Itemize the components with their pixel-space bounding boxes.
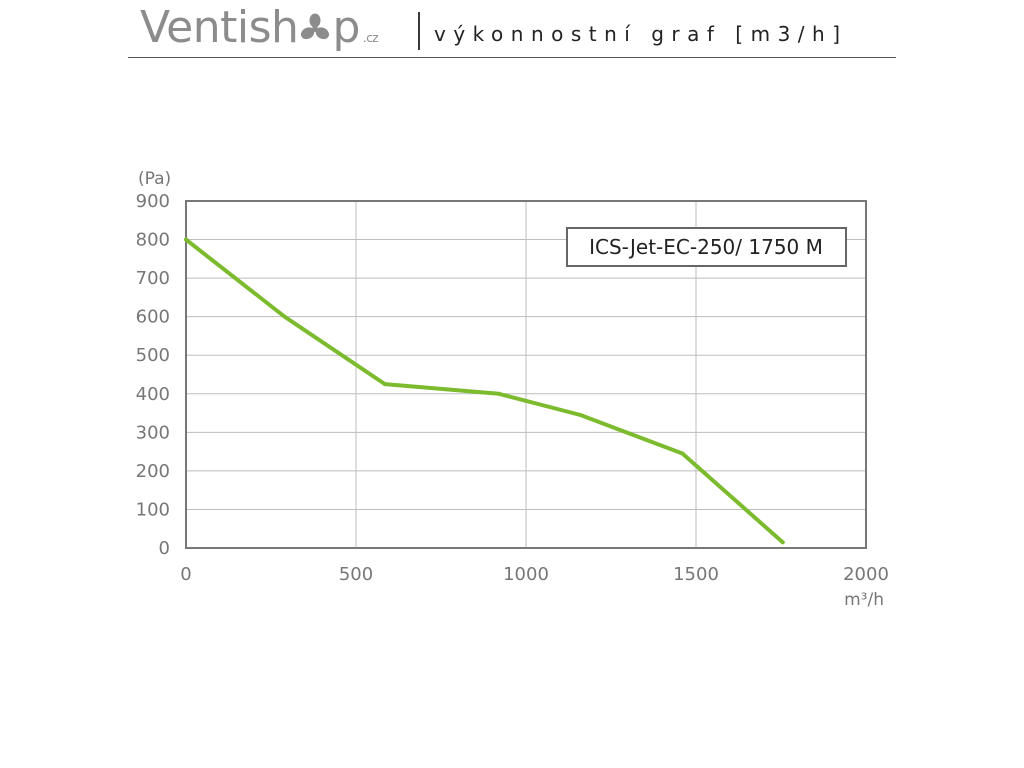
data-point <box>496 391 501 396</box>
data-point <box>680 451 685 456</box>
y-tick-label: 400 <box>136 384 170 405</box>
series-line <box>184 237 785 545</box>
x-tick-label: 2000 <box>843 564 889 585</box>
y-tick-label: 700 <box>136 268 170 289</box>
data-point <box>184 237 188 242</box>
data-point <box>780 540 785 545</box>
fan-icon <box>299 5 331 40</box>
y-tick-label: 600 <box>136 307 170 328</box>
y-axis-unit-label: (Pa) <box>138 169 171 189</box>
header-separator <box>418 12 420 50</box>
plot-frame <box>185 200 867 549</box>
y-tick-label: 800 <box>136 230 170 251</box>
brand-name-prefix: Ventish <box>140 2 299 53</box>
y-tick-label: 0 <box>159 538 170 559</box>
x-tick-label: 0 <box>180 564 191 585</box>
data-point <box>282 314 287 319</box>
legend-label: ICS-Jet-EC-250/ 1750 M <box>589 235 823 259</box>
header: Ventish p .cz výkonnostní graf [m3/h] <box>0 0 1024 60</box>
y-tick-label: 900 <box>136 191 170 212</box>
brand-logo: Ventish p .cz <box>140 2 379 53</box>
header-rule <box>128 57 896 58</box>
x-tick-label: 1500 <box>673 564 719 585</box>
y-tick-label: 200 <box>136 461 170 482</box>
x-tick-label: 500 <box>339 564 373 585</box>
legend-box <box>566 227 847 267</box>
y-tick-label: 100 <box>136 499 170 520</box>
x-tick-label: 1000 <box>503 564 549 585</box>
data-point <box>578 412 583 417</box>
data-point <box>382 382 387 387</box>
x-axis-unit-label: m³/h <box>844 590 884 610</box>
header-subtitle: výkonnostní graf [m3/h] <box>434 22 848 46</box>
y-tick-label: 500 <box>136 345 170 366</box>
brand-name-suffix: p <box>332 2 360 53</box>
y-tick-label: 300 <box>136 422 170 443</box>
brand-tld: .cz <box>362 31 379 45</box>
